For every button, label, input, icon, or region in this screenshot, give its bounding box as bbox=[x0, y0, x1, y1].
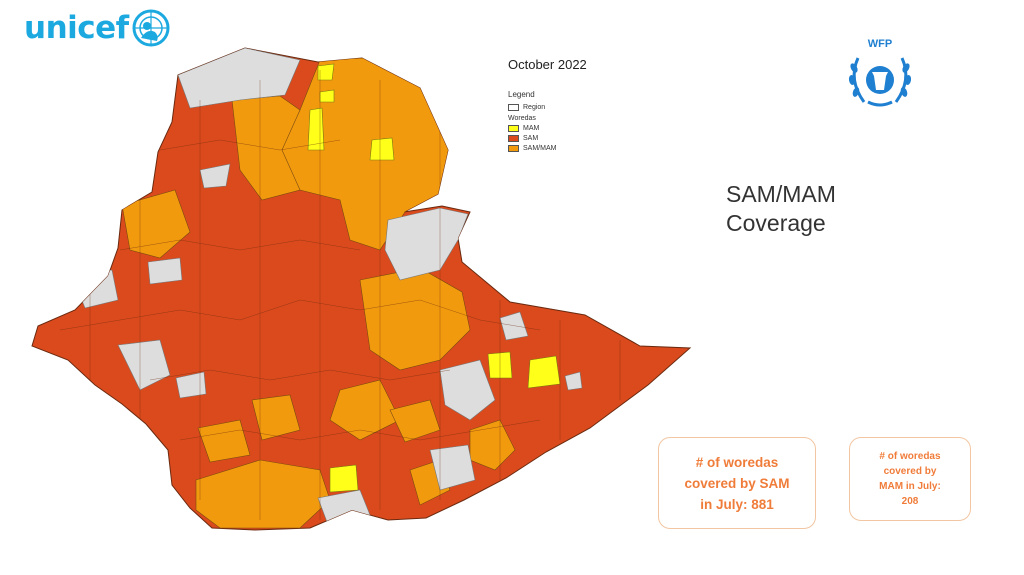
wfp-wordmark: WFP bbox=[867, 38, 893, 50]
mam-stat-line-2: covered by bbox=[883, 466, 937, 477]
legend-swatch-region bbox=[508, 103, 519, 111]
title-line-2: Coverage bbox=[726, 210, 826, 236]
sam-stat-line-1: # of woredas bbox=[695, 454, 779, 470]
mam-stat-line-1: # of woredas bbox=[879, 451, 941, 462]
legend-item-sam-mam: SAM/MAM bbox=[508, 143, 556, 153]
mam-stat-line-3: MAM in July: bbox=[879, 481, 941, 492]
title-line-1: SAM/MAM bbox=[726, 181, 836, 207]
unicef-logo: unicef bbox=[24, 8, 171, 48]
sam-stat-box: # of woredas covered by SAM in July: 881 bbox=[658, 437, 816, 529]
legend-item-sam: SAM bbox=[508, 133, 556, 143]
legend-item-mam: MAM bbox=[508, 123, 556, 133]
legend-swatch-mam bbox=[508, 124, 519, 132]
sam-stat-line-3: in July: 881 bbox=[700, 496, 774, 512]
legend-label-sam: SAM bbox=[523, 134, 539, 142]
legend-label-mam: MAM bbox=[523, 124, 540, 132]
unicef-wordmark: unicef bbox=[24, 10, 129, 46]
wfp-logo: WFP bbox=[844, 38, 916, 115]
legend-swatch-sam bbox=[508, 134, 519, 142]
unicef-emblem-icon bbox=[132, 9, 170, 47]
legend-title: Legend bbox=[508, 90, 535, 99]
mam-stat-box: # of woredas covered by MAM in July: 208 bbox=[849, 437, 971, 521]
map-date-label: October 2022 bbox=[508, 57, 587, 72]
page-title: SAM/MAM Coverage bbox=[726, 180, 836, 238]
legend-label-region: Region bbox=[523, 103, 546, 111]
wfp-emblem-icon bbox=[848, 57, 912, 107]
sam-stat-line-2: covered by SAM bbox=[684, 475, 790, 491]
woreda-boundaries bbox=[59, 70, 621, 520]
legend-label-sam-mam: SAM/MAM bbox=[523, 144, 557, 152]
legend-group-label: Woredas bbox=[508, 115, 536, 122]
legend-item-region: Region bbox=[508, 102, 556, 112]
map-legend: Legend Region Woredas MAM SAM SAM/MAM bbox=[508, 90, 556, 153]
mam-stat-line-4: 208 bbox=[901, 496, 919, 507]
legend-swatch-sam-mam bbox=[508, 144, 519, 152]
